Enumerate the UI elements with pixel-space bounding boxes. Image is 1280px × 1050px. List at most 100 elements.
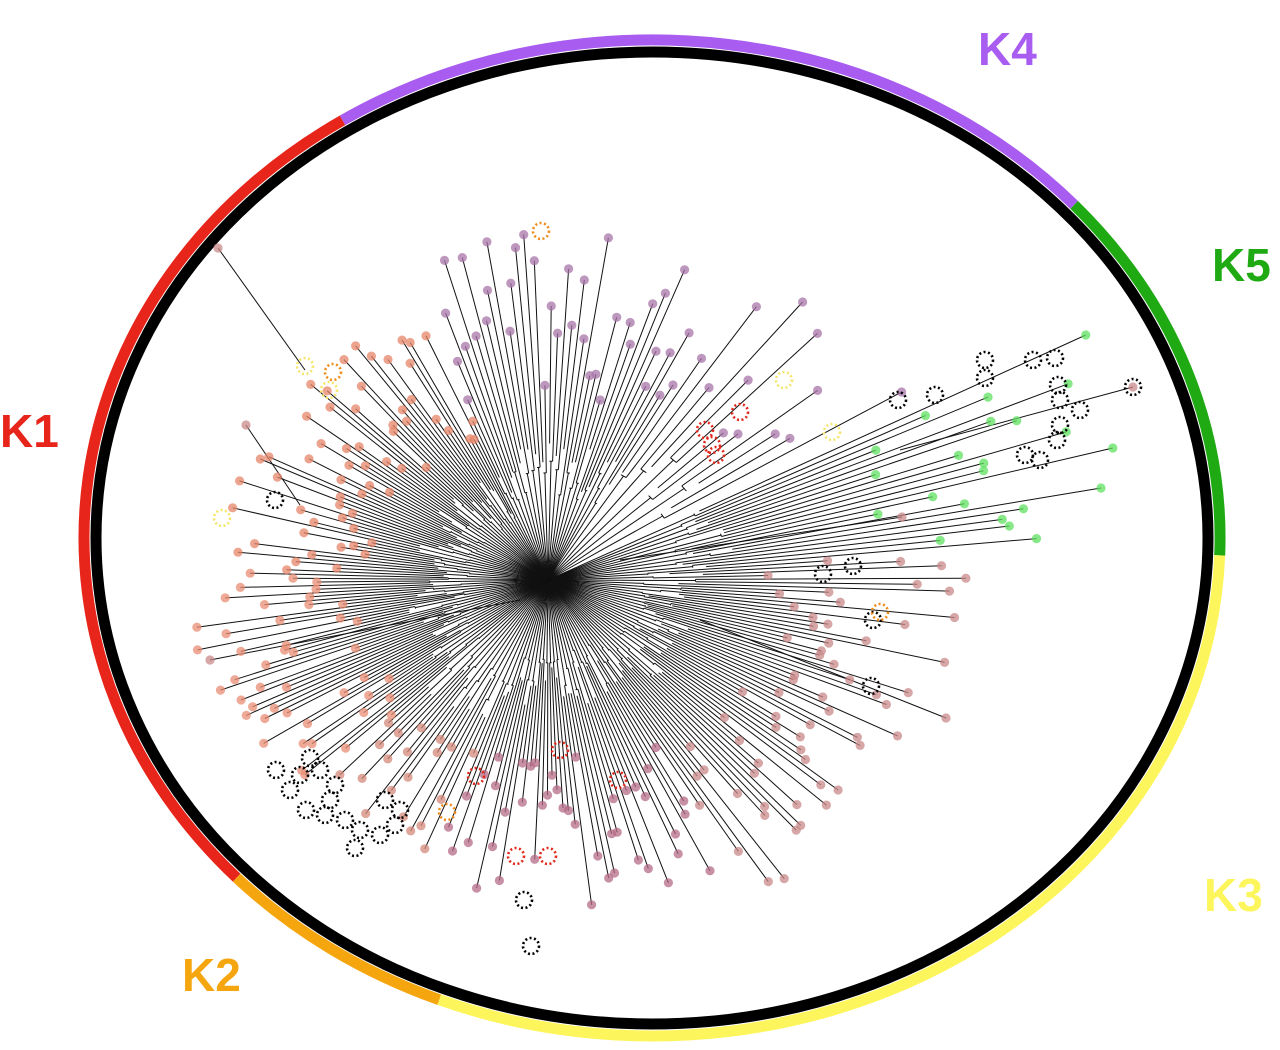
- tree-tip: [385, 693, 394, 702]
- tree-tip: [348, 509, 357, 518]
- tree-tip: [700, 765, 709, 774]
- tree-stem: [576, 624, 589, 645]
- tree-tip: [388, 420, 397, 429]
- tree-tip: [604, 873, 613, 882]
- tree-tip: [367, 352, 376, 361]
- tree-tip: [547, 771, 556, 780]
- tree-tip: [760, 802, 769, 811]
- tree-tip: [900, 620, 909, 629]
- tree-branch: [449, 431, 511, 524]
- tree-tip: [351, 644, 360, 653]
- tree-tips: [192, 230, 1137, 909]
- tree-tip: [382, 457, 391, 466]
- tree-tip: [228, 503, 237, 512]
- tree-tip: [342, 444, 351, 453]
- tree-tip: [458, 253, 467, 262]
- tree-tip: [893, 731, 902, 740]
- tree-tip: [303, 719, 312, 728]
- tree-branch: [269, 457, 469, 545]
- tree-tip: [440, 256, 449, 265]
- marker-black: [927, 387, 943, 403]
- tree-tip: [306, 380, 315, 389]
- tree-tip: [950, 613, 959, 622]
- tree-tip: [349, 524, 358, 533]
- tree-tip: [339, 688, 348, 697]
- marker-black: [298, 802, 314, 818]
- tree-branch: [550, 306, 552, 444]
- tree-branch: [238, 552, 470, 573]
- tree-tip: [750, 769, 759, 778]
- tree-tip: [433, 748, 442, 757]
- tree-tip: [312, 577, 321, 586]
- tree-tip: [256, 454, 265, 463]
- tree-tip: [453, 357, 462, 366]
- tree-tip: [596, 395, 605, 404]
- tree-tip: [666, 348, 675, 357]
- marker-orange: [533, 223, 549, 239]
- tree-tip: [693, 772, 702, 781]
- tree-tip: [626, 318, 635, 327]
- tree-tip: [822, 801, 831, 810]
- tree-tip: [862, 636, 871, 645]
- tree-tip: [482, 316, 491, 325]
- tree-tip: [398, 405, 407, 414]
- tree-branch: [436, 419, 480, 483]
- tree-tip: [1096, 483, 1105, 492]
- tree-tip: [296, 505, 305, 514]
- tree-branch: [628, 657, 801, 825]
- tree-branch: [661, 590, 955, 617]
- tree-stem: [638, 586, 681, 589]
- marker-black: [1072, 402, 1088, 418]
- marker-orange: [872, 604, 888, 620]
- tree-tip: [359, 708, 368, 717]
- tree-branch-long: [210, 600, 520, 660]
- tree-tip: [317, 439, 326, 448]
- tree-tip: [483, 286, 492, 295]
- tree-branch: [550, 663, 552, 775]
- tree-stem: [467, 576, 500, 578]
- tree-tip: [801, 755, 810, 764]
- tree-tip: [679, 796, 688, 805]
- tree-tip: [792, 826, 801, 835]
- tree-tip: [375, 740, 384, 749]
- tree-tip: [580, 275, 589, 284]
- tree-tip: [680, 265, 689, 274]
- tree-tip: [780, 874, 789, 883]
- tree-tip: [250, 539, 259, 548]
- marker-black: [1017, 447, 1033, 463]
- tree-tip: [567, 321, 576, 330]
- tree-tip: [783, 633, 792, 642]
- tree-tip: [353, 617, 362, 626]
- tree-tip: [192, 623, 201, 632]
- tree-stem: [539, 636, 542, 662]
- tree-tip: [579, 334, 588, 343]
- tree-branch: [564, 280, 585, 449]
- tree-tip: [416, 821, 425, 830]
- tree-tip: [871, 446, 880, 455]
- tree-tip: [357, 382, 366, 391]
- tree-tip: [338, 600, 347, 609]
- tree-tip: [591, 370, 600, 379]
- tree-tip: [871, 470, 880, 479]
- tree-tip: [719, 428, 728, 437]
- marker-black: [977, 352, 993, 368]
- tree-branch: [250, 573, 448, 578]
- tree-tip: [361, 461, 370, 470]
- tree-tip: [436, 735, 445, 744]
- tree-tip: [259, 739, 268, 748]
- tree-tip: [291, 557, 300, 566]
- tree-tip: [752, 302, 761, 311]
- tree-tip: [518, 758, 527, 767]
- tree-branch: [645, 602, 829, 643]
- tree-tip: [384, 718, 393, 727]
- tree-tip: [336, 475, 345, 484]
- tree-tip: [323, 386, 332, 395]
- marker-black: [1025, 352, 1041, 368]
- tree-tip: [571, 753, 580, 762]
- tree-tip: [609, 794, 618, 803]
- tree-tip: [399, 812, 408, 821]
- marker-yellow: [297, 358, 313, 374]
- tree-stem: [533, 471, 538, 507]
- tree-branch: [312, 658, 436, 744]
- tree-tip: [648, 299, 657, 308]
